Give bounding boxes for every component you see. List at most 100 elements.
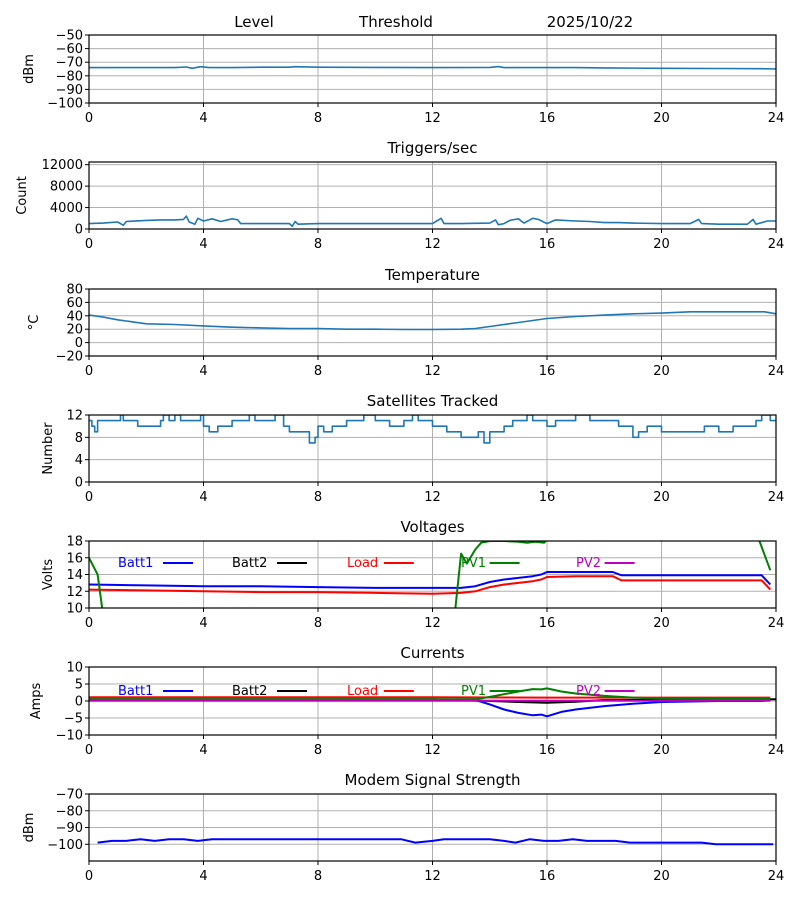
x-tick-label: 20 xyxy=(653,869,670,884)
x-tick-label: 24 xyxy=(768,111,785,126)
chart-title: Currents xyxy=(400,644,464,662)
x-tick-label: 20 xyxy=(653,743,670,758)
x-tick-label: 12 xyxy=(424,743,441,758)
chart-satellites: 0 4 8 12 16 20 24 0 4 8 12 Satellites Tracked Number xyxy=(41,392,784,505)
x-tick-label: 8 xyxy=(314,111,322,126)
legend-label-pv2: PV2 xyxy=(576,556,601,571)
y-tick-label: 0 xyxy=(75,695,83,710)
chart-level: 0 4 8 12 16 20 24 −100−90−80−70−60−50 dBm xyxy=(22,29,784,127)
legend-label-batt1: Batt1 xyxy=(118,556,153,571)
x-tick-label: 8 xyxy=(314,616,322,631)
y-tick-label: −5 xyxy=(64,712,83,727)
series-line-triggers xyxy=(89,215,776,228)
y-tick-label: −70 xyxy=(56,788,83,803)
legend-label-batt1: Batt1 xyxy=(118,684,153,699)
x-tick-label: 0 xyxy=(85,490,93,505)
x-tick-label: 0 xyxy=(85,364,93,379)
y-tick-label: 4000 xyxy=(50,201,83,216)
x-tick-label: 4 xyxy=(199,237,207,252)
x-tick-label: 0 xyxy=(85,237,93,252)
x-tick-label: 12 xyxy=(424,237,441,252)
x-tick-label: 12 xyxy=(424,490,441,505)
chart-title: Voltages xyxy=(400,518,464,536)
y-tick-label: 80 xyxy=(66,283,83,298)
y-tick-label: −80 xyxy=(56,69,83,84)
x-tick-label: 8 xyxy=(314,237,322,252)
x-tick-label: 24 xyxy=(768,743,785,758)
y-tick-label: 4 xyxy=(75,453,83,468)
x-tick-label: 8 xyxy=(314,743,322,758)
y-tick-label: 20 xyxy=(66,323,83,338)
y-axis-label: Number xyxy=(41,422,56,475)
y-tick-label: −90 xyxy=(56,83,83,98)
y-tick-label: −10 xyxy=(56,729,83,744)
series-line-batt1 xyxy=(89,571,772,589)
x-tick-label: 0 xyxy=(85,616,93,631)
y-axis-label: dBm xyxy=(22,813,37,843)
x-tick-label: 20 xyxy=(653,237,670,252)
x-tick-label: 16 xyxy=(539,111,556,126)
y-tick-label: 10 xyxy=(66,661,83,676)
x-tick-label: 24 xyxy=(768,490,785,505)
x-tick-label: 0 xyxy=(85,111,93,126)
x-tick-label: 16 xyxy=(539,616,556,631)
y-tick-label: −60 xyxy=(56,42,83,57)
series-line-level xyxy=(89,65,776,70)
x-tick-label: 24 xyxy=(768,364,785,379)
legend-label-load: Load xyxy=(347,556,378,571)
series-line-pv1 xyxy=(89,541,772,608)
x-tick-label: 8 xyxy=(314,364,322,379)
x-tick-label: 16 xyxy=(539,490,556,505)
y-tick-label: 5 xyxy=(75,678,83,693)
x-tick-label: 20 xyxy=(653,616,670,631)
x-tick-label: 16 xyxy=(539,743,556,758)
x-tick-label: 20 xyxy=(653,364,670,379)
x-tick-label: 8 xyxy=(314,490,322,505)
y-axis-label: °C xyxy=(27,315,42,331)
y-tick-label: 0 xyxy=(75,476,83,491)
y-tick-label: −80 xyxy=(56,804,83,819)
x-tick-label: 24 xyxy=(768,237,785,252)
y-tick-label: −70 xyxy=(56,56,83,71)
x-tick-label: 4 xyxy=(199,616,207,631)
y-tick-label: 40 xyxy=(66,309,83,324)
chart-modem: 0 4 8 12 16 20 24 −100 −90 −80−70 Modem Signal Str… xyxy=(22,771,784,884)
x-tick-label: 4 xyxy=(199,869,207,884)
series-line-satellites xyxy=(89,415,776,444)
y-tick-label: −90 xyxy=(56,821,83,836)
chart-title: Modem Signal Strength xyxy=(345,771,521,789)
x-tick-label: 0 xyxy=(85,743,93,758)
x-tick-label: 16 xyxy=(539,869,556,884)
y-tick-label: 12000 xyxy=(42,158,83,173)
chart-triggers: 0 4 8 12 16 20 24 0 4000 8000 12000 Triggers/sec Cou… xyxy=(15,139,784,252)
x-tick-label: 0 xyxy=(85,869,93,884)
y-tick-label: −100 xyxy=(47,97,83,112)
chart-title: Temperature xyxy=(384,266,480,284)
y-tick-label: 0 xyxy=(75,223,83,238)
y-axis-label: dBm xyxy=(22,54,37,84)
x-tick-label: 24 xyxy=(768,616,785,631)
header-level-label: Level xyxy=(234,13,274,31)
x-tick-label: 20 xyxy=(653,111,670,126)
header-date: 2025/10/22 xyxy=(547,13,633,31)
y-tick-label: 10 xyxy=(66,602,83,617)
legend-label-batt2: Batt2 xyxy=(232,556,267,571)
y-tick-label: 12 xyxy=(66,409,83,424)
series-line-batt1 xyxy=(89,699,771,718)
legend-label-load: Load xyxy=(347,684,378,699)
y-tick-label: −20 xyxy=(56,350,83,365)
x-tick-label: 12 xyxy=(424,616,441,631)
x-tick-label: 20 xyxy=(653,490,670,505)
legend-label-batt2: Batt2 xyxy=(232,684,267,699)
y-tick-label: 12 xyxy=(66,585,83,600)
legend-label-pv1: PV1 xyxy=(461,684,486,699)
y-axis-label: Amps xyxy=(29,682,44,719)
chart-title: Triggers/sec xyxy=(387,139,478,157)
series-line-pv1 xyxy=(89,687,771,701)
legend-label-pv2: PV2 xyxy=(576,684,601,699)
y-tick-label: −50 xyxy=(56,29,83,44)
x-tick-label: 12 xyxy=(424,364,441,379)
series-line-load xyxy=(89,575,772,595)
x-tick-label: 12 xyxy=(424,869,441,884)
